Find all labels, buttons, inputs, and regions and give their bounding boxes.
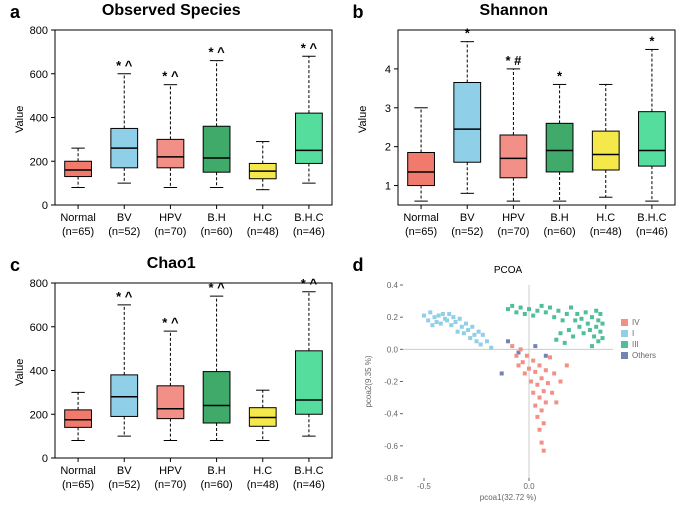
svg-text:-0.2: -0.2 xyxy=(384,378,398,387)
svg-text:(n=60): (n=60) xyxy=(201,479,233,491)
boxplot-svg: 0 200 400 600 800 Normal (n=65) * ^ BV (n=52) * ^ H… xyxy=(0,253,342,506)
svg-text:(n=52): (n=52) xyxy=(108,479,140,491)
svg-text:B.H: B.H xyxy=(207,212,225,224)
svg-text:* ^: * ^ xyxy=(116,58,133,73)
svg-text:(n=70): (n=70) xyxy=(154,226,186,238)
svg-text:BV: BV xyxy=(117,212,132,224)
svg-text:* ^: * ^ xyxy=(301,40,318,55)
svg-text:III: III xyxy=(632,340,639,349)
svg-text:H.C: H.C xyxy=(253,212,272,224)
svg-text:(n=70): (n=70) xyxy=(497,226,529,238)
svg-text:HPV: HPV xyxy=(159,465,182,477)
svg-text:BV: BV xyxy=(459,212,474,224)
svg-text:pcoa1(32.72 %): pcoa1(32.72 %) xyxy=(479,493,536,502)
svg-text:* ^: * ^ xyxy=(162,315,179,330)
svg-text:800: 800 xyxy=(30,278,48,290)
svg-text:HPV: HPV xyxy=(159,212,182,224)
svg-text:(n=46): (n=46) xyxy=(293,479,325,491)
svg-text:Normal: Normal xyxy=(60,212,95,224)
svg-text:HPV: HPV xyxy=(502,212,525,224)
svg-text:(n=65): (n=65) xyxy=(62,226,94,238)
boxplot-svg: 0 200 400 600 800 Normal (n=65) * ^ BV (n=52) * ^ H… xyxy=(0,0,342,253)
svg-text:*: * xyxy=(557,68,563,83)
svg-text:(n=48): (n=48) xyxy=(247,479,279,491)
svg-text:B.H: B.H xyxy=(207,465,225,477)
svg-text:B.H: B.H xyxy=(550,212,568,224)
svg-text:-0.5: -0.5 xyxy=(417,482,431,491)
svg-text:Normal: Normal xyxy=(403,212,438,224)
svg-text:IV: IV xyxy=(632,318,640,327)
svg-text:0.0: 0.0 xyxy=(523,482,535,491)
svg-text:BV: BV xyxy=(117,465,132,477)
boxplot-svg: 1 2 3 4 Normal (n=65) * BV (n=52) * # HPV (n=70) * B.… xyxy=(343,0,685,253)
svg-text:* ^: * ^ xyxy=(116,289,133,304)
svg-text:(n=60): (n=60) xyxy=(543,226,575,238)
svg-text:B.H.C: B.H.C xyxy=(294,465,323,477)
svg-text:I: I xyxy=(632,329,634,338)
y-axis-label: Value xyxy=(14,105,26,132)
svg-text:(n=60): (n=60) xyxy=(201,226,233,238)
svg-text:200: 200 xyxy=(30,156,48,168)
svg-text:* ^: * ^ xyxy=(208,280,225,295)
svg-text:(n=48): (n=48) xyxy=(589,226,621,238)
svg-text:(n=65): (n=65) xyxy=(405,226,437,238)
svg-text:B.H.C: B.H.C xyxy=(294,212,323,224)
panel-letter: d xyxy=(353,255,364,276)
y-axis-label: Value xyxy=(14,358,26,385)
pcoa-svg: PCOA -0.8 -0.6 -0.4 -0.2 0.0 0.2 0.4 -0.5 0.0 pcoa… xyxy=(343,253,685,506)
svg-text:H.C: H.C xyxy=(596,212,615,224)
panel-title: Observed Species xyxy=(0,2,343,20)
svg-text:* #: * # xyxy=(505,53,522,68)
svg-text:0: 0 xyxy=(42,200,48,212)
panel-a: aObserved SpeciesValue0200400600800Norma… xyxy=(0,0,343,253)
svg-text:Normal: Normal xyxy=(60,465,95,477)
svg-text:600: 600 xyxy=(30,69,48,81)
svg-text:3: 3 xyxy=(384,103,390,115)
svg-text:2: 2 xyxy=(384,142,390,154)
svg-text:* ^: * ^ xyxy=(301,276,318,291)
svg-text:(n=52): (n=52) xyxy=(451,226,483,238)
svg-text:Others: Others xyxy=(632,351,656,360)
svg-text:-0.8: -0.8 xyxy=(384,474,398,483)
svg-text:(n=46): (n=46) xyxy=(635,226,667,238)
svg-text:800: 800 xyxy=(30,25,48,37)
svg-text:B.H.C: B.H.C xyxy=(637,212,666,224)
y-axis-label: Value xyxy=(357,105,369,132)
svg-text:* ^: * ^ xyxy=(208,45,225,60)
svg-text:200: 200 xyxy=(30,409,48,421)
panel-d: d PCOA -0.8 -0.6 -0.4 -0.2 0.0 0.2 0.4 -0.5 0.0 pco… xyxy=(343,253,685,506)
svg-text:(n=70): (n=70) xyxy=(154,479,186,491)
svg-text:400: 400 xyxy=(30,366,48,378)
svg-text:(n=48): (n=48) xyxy=(247,226,279,238)
svg-text:PCOA: PCOA xyxy=(493,265,522,276)
svg-text:600: 600 xyxy=(30,322,48,334)
svg-text:-0.6: -0.6 xyxy=(384,442,398,451)
svg-text:0.2: 0.2 xyxy=(386,313,398,322)
svg-text:(n=52): (n=52) xyxy=(108,226,140,238)
svg-text:0: 0 xyxy=(42,453,48,465)
svg-text:*: * xyxy=(464,26,470,41)
svg-text:0.4: 0.4 xyxy=(386,281,398,290)
svg-text:(n=65): (n=65) xyxy=(62,479,94,491)
panel-b: bShannonValue1234Normal(n=65)*BV(n=52)* … xyxy=(343,0,685,253)
panel-c: cChao1Value0200400600800Normal(n=65)* ^B… xyxy=(0,253,343,506)
svg-text:400: 400 xyxy=(30,113,48,125)
svg-text:pcoa2(9.35 %): pcoa2(9.35 %) xyxy=(364,355,373,407)
svg-text:(n=46): (n=46) xyxy=(293,226,325,238)
panel-title: Shannon xyxy=(343,2,685,20)
svg-text:4: 4 xyxy=(384,64,390,76)
svg-text:*: * xyxy=(649,33,655,48)
panel-title: Chao1 xyxy=(0,255,343,273)
svg-text:1: 1 xyxy=(384,181,390,193)
figure-grid: aObserved SpeciesValue0200400600800Norma… xyxy=(0,0,685,506)
svg-text:H.C: H.C xyxy=(253,465,272,477)
svg-text:* ^: * ^ xyxy=(162,69,179,84)
svg-text:0.0: 0.0 xyxy=(386,345,398,354)
svg-text:-0.4: -0.4 xyxy=(384,410,398,419)
